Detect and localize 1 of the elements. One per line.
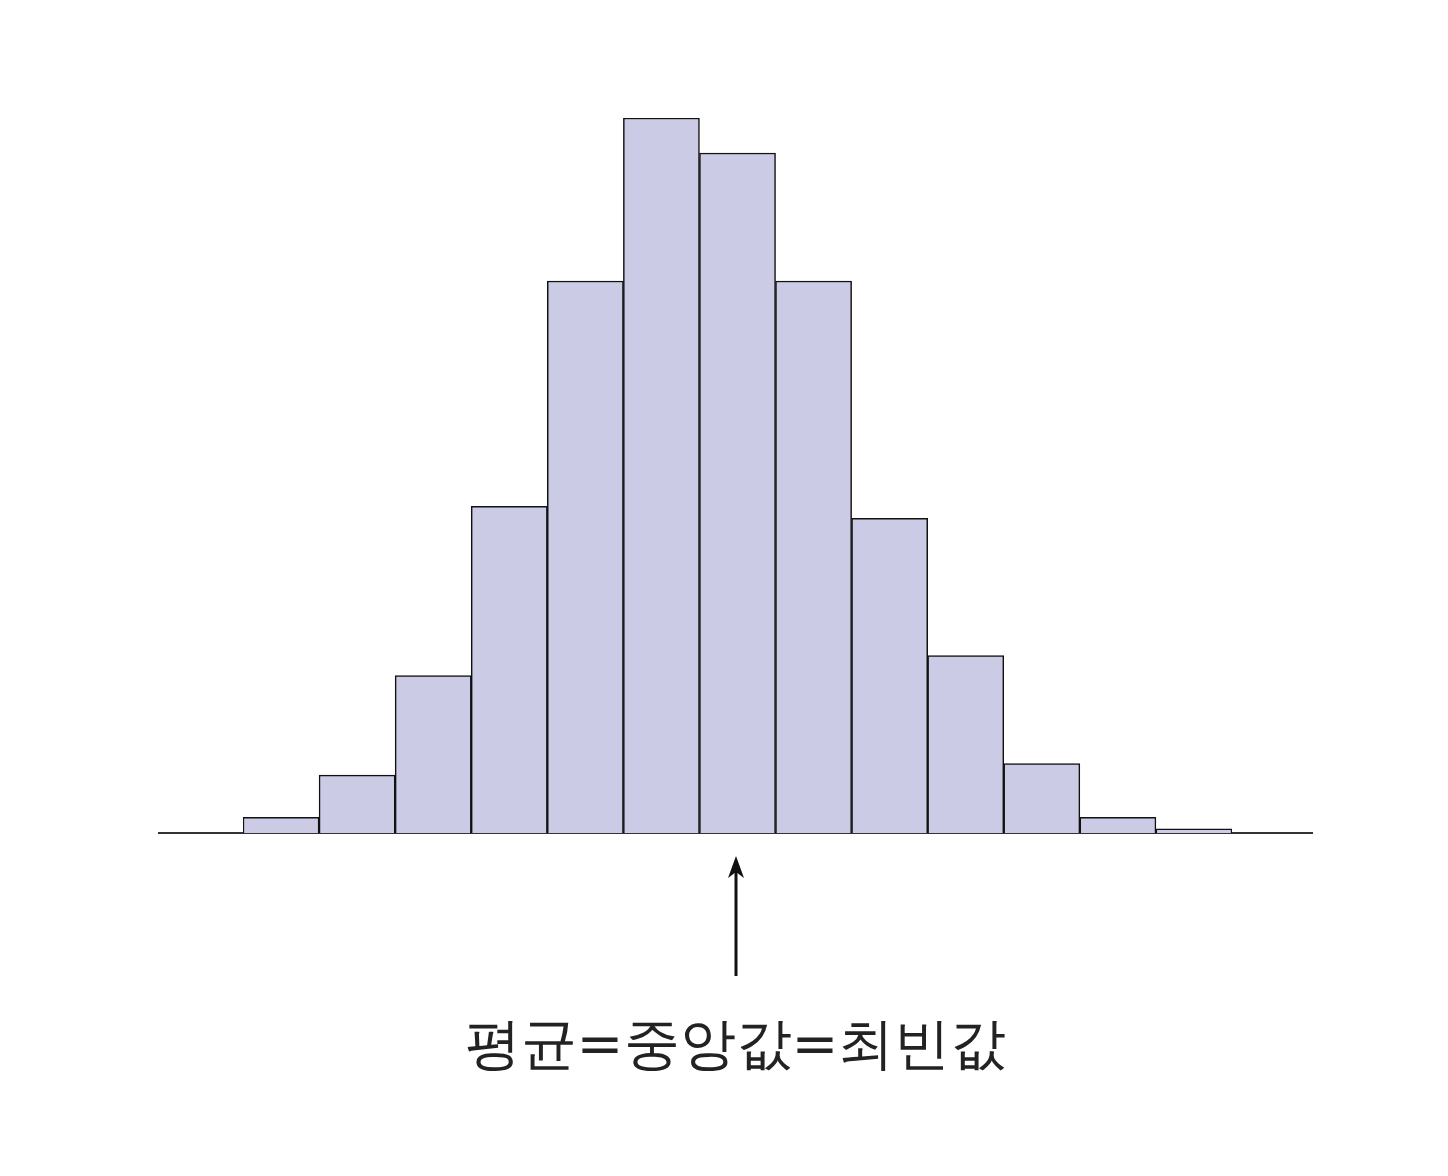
text: 평균=중앙값=최빈값 — [464, 1010, 1007, 1076]
